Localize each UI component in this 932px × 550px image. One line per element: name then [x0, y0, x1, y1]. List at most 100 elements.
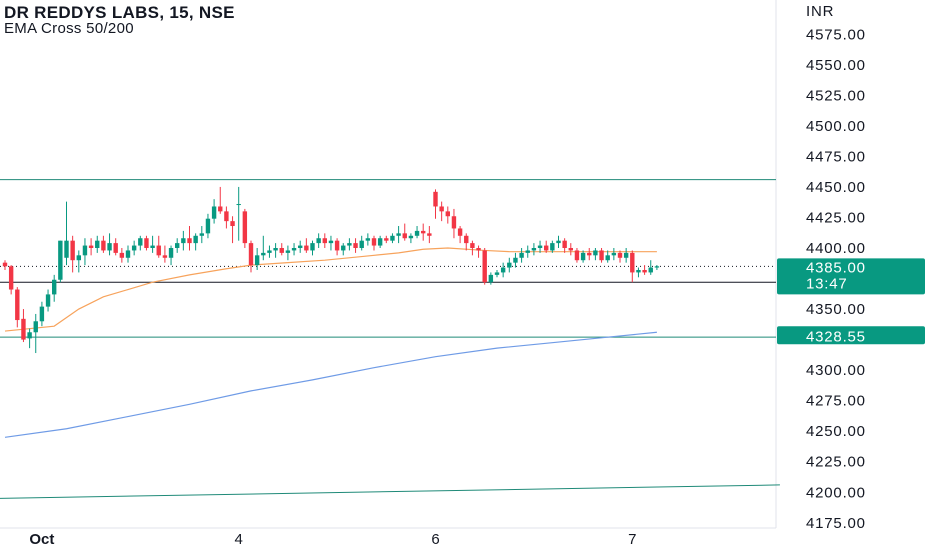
candle[interactable]	[193, 233, 198, 251]
candle[interactable]	[390, 233, 395, 244]
candle[interactable]	[15, 287, 20, 328]
candle[interactable]	[587, 248, 592, 261]
last-price-tag[interactable]	[777, 258, 925, 295]
candle[interactable]	[242, 208, 248, 248]
ema-200-line[interactable]	[4, 331, 657, 438]
candle[interactable]	[574, 248, 580, 263]
candle[interactable]	[236, 186, 241, 241]
candle[interactable]	[70, 235, 75, 273]
candle[interactable]	[464, 233, 469, 251]
candle[interactable]	[451, 208, 457, 239]
candle[interactable]	[181, 230, 186, 251]
candle[interactable]	[131, 240, 137, 256]
candle[interactable]	[421, 223, 426, 241]
candle[interactable]	[482, 248, 487, 285]
candle[interactable]	[205, 213, 211, 239]
candle[interactable]	[168, 245, 174, 266]
candle[interactable]	[76, 250, 81, 273]
candle[interactable]	[254, 248, 260, 270]
candle[interactable]	[433, 189, 438, 219]
candle[interactable]	[494, 269, 500, 278]
candle[interactable]	[316, 233, 321, 248]
candle[interactable]	[64, 201, 69, 266]
candle[interactable]	[285, 245, 291, 261]
candle[interactable]	[279, 243, 284, 256]
candle[interactable]	[359, 235, 364, 251]
candle[interactable]	[544, 240, 549, 253]
candle[interactable]	[33, 313, 38, 354]
candle[interactable]	[605, 250, 610, 263]
candle[interactable]	[95, 235, 100, 253]
candle[interactable]	[58, 240, 63, 283]
candle[interactable]	[267, 245, 272, 258]
candle[interactable]	[334, 238, 340, 256]
candle[interactable]	[408, 233, 414, 244]
candle[interactable]	[427, 226, 432, 244]
candle[interactable]	[550, 240, 555, 253]
candle[interactable]	[39, 301, 45, 327]
level-price-tag[interactable]	[777, 326, 925, 345]
candle[interactable]	[144, 235, 149, 251]
candle[interactable]	[224, 206, 229, 229]
trend-line[interactable]	[0, 484, 780, 499]
candle[interactable]	[273, 243, 278, 258]
candle[interactable]	[125, 245, 131, 263]
candle[interactable]	[199, 226, 204, 244]
candle[interactable]	[310, 240, 315, 256]
candle[interactable]	[211, 199, 217, 224]
candle[interactable]	[556, 235, 561, 248]
candle[interactable]	[562, 238, 567, 253]
candle[interactable]	[519, 248, 524, 263]
candle[interactable]	[304, 238, 309, 253]
candle[interactable]	[187, 226, 192, 251]
candle[interactable]	[439, 201, 444, 222]
candle[interactable]	[617, 250, 623, 263]
candle[interactable]	[648, 260, 653, 275]
candle[interactable]	[580, 250, 586, 263]
candle[interactable]	[45, 289, 51, 312]
candle[interactable]	[402, 223, 407, 241]
candle[interactable]	[445, 206, 450, 224]
candle[interactable]	[371, 235, 377, 251]
candle[interactable]	[537, 240, 543, 253]
candle[interactable]	[113, 238, 118, 256]
candle[interactable]	[101, 235, 106, 253]
candle[interactable]	[599, 248, 604, 263]
candle[interactable]	[175, 238, 180, 253]
candle[interactable]	[593, 248, 598, 261]
candle[interactable]	[525, 245, 530, 258]
candle[interactable]	[488, 272, 494, 285]
candle[interactable]	[611, 248, 617, 261]
candle[interactable]	[52, 274, 57, 302]
candle[interactable]	[119, 248, 125, 263]
candle[interactable]	[27, 328, 32, 349]
candle[interactable]	[2, 260, 8, 270]
candle[interactable]	[500, 262, 506, 278]
candle[interactable]	[8, 265, 14, 295]
candle[interactable]	[507, 257, 512, 273]
candle[interactable]	[642, 265, 647, 275]
ema-50-line[interactable]	[4, 247, 657, 332]
candle[interactable]	[630, 250, 635, 283]
candle[interactable]	[476, 245, 481, 258]
candle[interactable]	[377, 235, 383, 248]
candle[interactable]	[414, 226, 420, 239]
candle[interactable]	[291, 243, 297, 256]
candle[interactable]	[88, 238, 94, 256]
candle[interactable]	[470, 240, 475, 256]
candle[interactable]	[150, 235, 155, 253]
candle[interactable]	[218, 186, 223, 214]
candle[interactable]	[623, 248, 629, 263]
indicator-label[interactable]: EMA Cross 50/200	[4, 20, 134, 37]
candle[interactable]	[328, 235, 334, 251]
candle[interactable]	[513, 252, 518, 268]
candle[interactable]	[353, 238, 358, 253]
candle[interactable]	[365, 233, 371, 246]
candle[interactable]	[261, 235, 266, 261]
candle[interactable]	[396, 226, 401, 244]
candle[interactable]	[248, 240, 254, 273]
candle[interactable]	[107, 233, 112, 256]
candle[interactable]	[347, 238, 352, 251]
candle[interactable]	[531, 243, 537, 256]
